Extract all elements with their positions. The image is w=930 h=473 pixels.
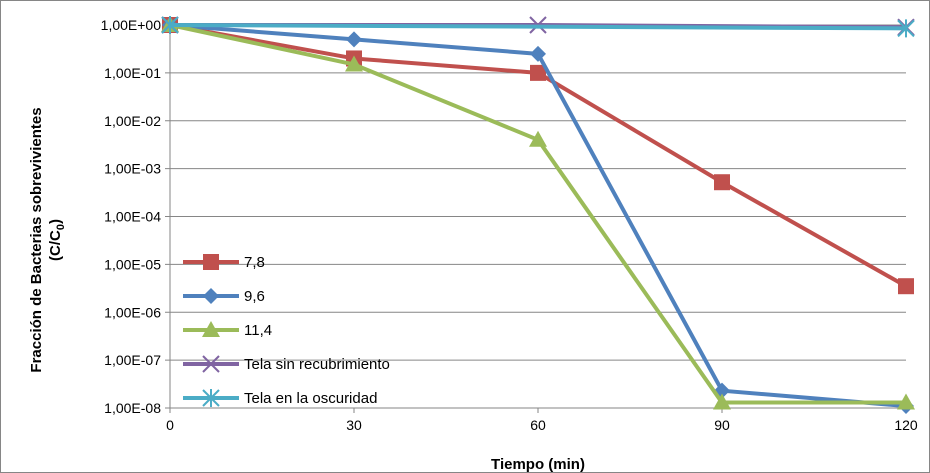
legend: 7,8 9,6 11,4 Tela sin recubrimiento Tela en … [183,254,390,407]
legend-item-3: Tela sin recubrimiento [183,355,390,373]
x-axis-title: Tiempo (min) [491,456,585,473]
legend-label-4: Tela en la oscuridad [244,390,377,407]
legend-item-2: 11,4 [183,321,272,339]
x-tick-label-0: 0 [166,417,174,433]
series-0-point-2 [530,64,546,81]
x-tick-labels: 0 30 60 90 120 [166,417,918,433]
y-axis-title-main: (C/C [47,230,64,261]
y-tick-label-6: 1,00E-06 [104,304,161,320]
series-4-point-0 [161,16,179,34]
y-axis-title-line2: (C/C0) [47,219,67,261]
y-tick-label-4: 1,00E-04 [104,209,161,225]
x-tick-label-4: 120 [894,417,918,433]
series-0-point-3 [714,174,730,191]
x-tick-label-1: 30 [346,417,362,433]
y-axis-title-line1: Fracción de Bacterias sobrevivientes [28,107,45,372]
y-tick-label-1: 1,00E-01 [104,65,161,81]
x-tick-label-2: 60 [530,417,546,433]
series-4-line [169,23,907,31]
series-2-point-1 [345,55,363,72]
series-1-point-1 [346,31,362,48]
legend-label-2: 11,4 [244,322,272,339]
legend-item-1: 9,6 [183,288,265,305]
y-tick-label-7: 1,00E-07 [104,352,161,368]
legend-label-1: 9,6 [244,288,265,305]
series-group [161,16,915,415]
series-0-point-4 [898,278,914,295]
legend-swatch-marker-4 [202,389,220,407]
series-2-point-4 [897,393,915,410]
legend-swatch-marker-2 [202,321,220,337]
series-4 [161,16,915,38]
y-axis-title: Fracción de Bacterias sobrevivientes (C/… [28,107,67,372]
y-tick-label-0: 1,00E+00 [101,17,162,33]
legend-item-0: 7,8 [183,254,265,271]
y-axis-title-subscript: 0 [55,224,67,230]
y-tick-label-8: 1,00E-08 [104,400,161,416]
x-tick-label-3: 90 [714,417,730,433]
legend-label-3: Tela sin recubrimiento [244,356,390,373]
legend-swatch-marker-3 [202,355,220,373]
legend-item-4: Tela en la oscuridad [183,389,377,407]
y-tick-labels: 1,00E+00 1,00E-01 1,00E-02 1,00E-03 1,00E-04… [101,17,162,416]
legend-swatch-marker-1 [203,288,219,304]
y-axis-title-end: ) [47,219,64,224]
series-0 [162,17,914,295]
legend-swatch-marker-0 [203,254,219,270]
y-tick-label-5: 1,00E-05 [104,256,161,272]
legend-label-0: 7,8 [244,254,265,271]
series-2-point-3 [713,393,731,410]
series-4-point-1 [897,19,915,38]
y-tick-label-3: 1,00E-03 [104,161,161,177]
series-1-point-2 [530,45,546,62]
series-2-point-2 [529,130,547,147]
y-tick-label-2: 1,00E-02 [104,113,161,129]
